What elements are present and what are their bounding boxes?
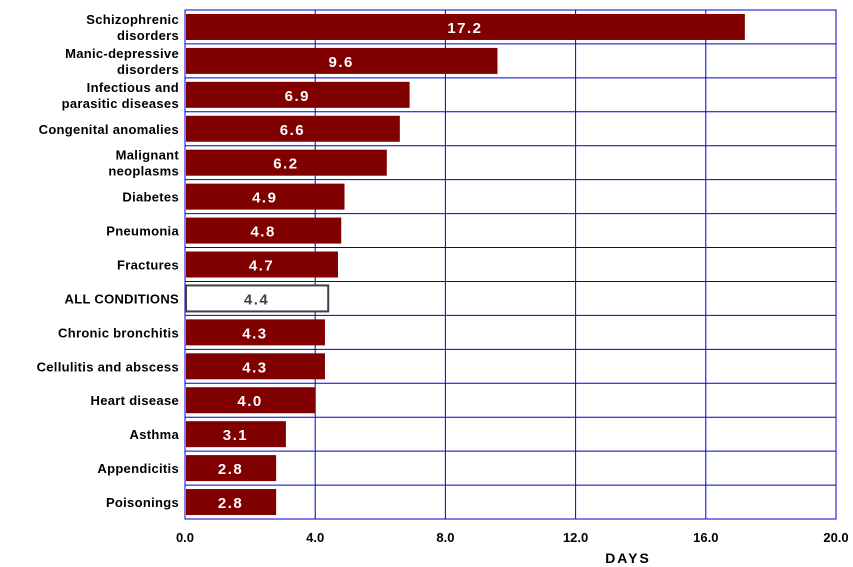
category-label: Manic-depressive disorders [65, 46, 179, 77]
bar-value-label: 4.4 [244, 291, 269, 308]
category-label: Asthma [130, 427, 180, 442]
bar-value-label: 9.6 [329, 54, 354, 71]
x-tick-labels: 0.0 4.0 8.0 12.0 16.0 20.0 [176, 530, 849, 545]
bar [186, 13, 745, 40]
category-label: Fractures [117, 258, 179, 273]
x-axis-title: DAYS [605, 550, 651, 566]
bar [186, 183, 345, 210]
bar-value-label: 17.2 [447, 20, 482, 37]
bar [186, 47, 498, 74]
bar-value-label: 4.7 [249, 258, 274, 275]
plot-frame [184, 9, 837, 520]
bar [186, 489, 277, 516]
bar-value-label: 2.8 [218, 461, 243, 478]
bar-value-label: 4.8 [250, 224, 275, 241]
bar-value-label: 4.0 [237, 393, 262, 410]
bar [186, 149, 387, 176]
category-label: Schizophrenic disorders [86, 12, 179, 43]
category-label: Malignant neoplasms [108, 148, 179, 179]
category-label: Cellulitis and abscess [37, 359, 179, 374]
bar-value-label: 6.6 [280, 122, 305, 139]
bar [186, 455, 277, 482]
bar [186, 387, 316, 414]
x-tick-label: 16.0 [693, 530, 718, 545]
bar [186, 217, 342, 244]
bar-value-label: 6.9 [285, 88, 310, 105]
bar-highlight [185, 284, 330, 313]
bar [186, 319, 325, 346]
x-tick-label: 12.0 [563, 530, 588, 545]
bar [186, 115, 400, 142]
bar-value-label: 4.9 [252, 190, 277, 207]
category-label: Pneumonia [106, 224, 179, 239]
x-tick-label: 20.0 [823, 530, 848, 545]
category-label: Heart disease [91, 393, 179, 408]
bar-value-label: 4.3 [242, 325, 267, 342]
bar [186, 421, 286, 448]
category-label: Appendicitis [97, 461, 179, 476]
bar [186, 251, 338, 278]
category-label: Poisonings [106, 495, 179, 510]
bar-value-label: 2.8 [218, 495, 243, 512]
category-label: Chronic bronchitis [58, 325, 179, 340]
x-tick-label: 4.0 [306, 530, 324, 545]
bar-value-label: 6.2 [273, 156, 298, 173]
bar-value-label: 3.1 [223, 427, 248, 444]
category-label: Diabetes [122, 190, 179, 205]
category-label: Congenital anomalies [39, 122, 179, 137]
grid-layer [184, 9, 837, 520]
category-label: ALL CONDITIONS [65, 291, 179, 306]
x-tick-label: 0.0 [176, 530, 194, 545]
bar [186, 81, 410, 108]
x-tick-label: 8.0 [436, 530, 454, 545]
bar-value-label: 4.3 [242, 359, 267, 376]
bars-layer: 17.2 9.6 6.9 6.6 6.2 4.9 4.8 4.7 4.4 4.3 4.3 4.0 3.1… [185, 13, 745, 516]
bar [186, 353, 325, 380]
category-label: Infectious and parasitic diseases [62, 80, 179, 111]
